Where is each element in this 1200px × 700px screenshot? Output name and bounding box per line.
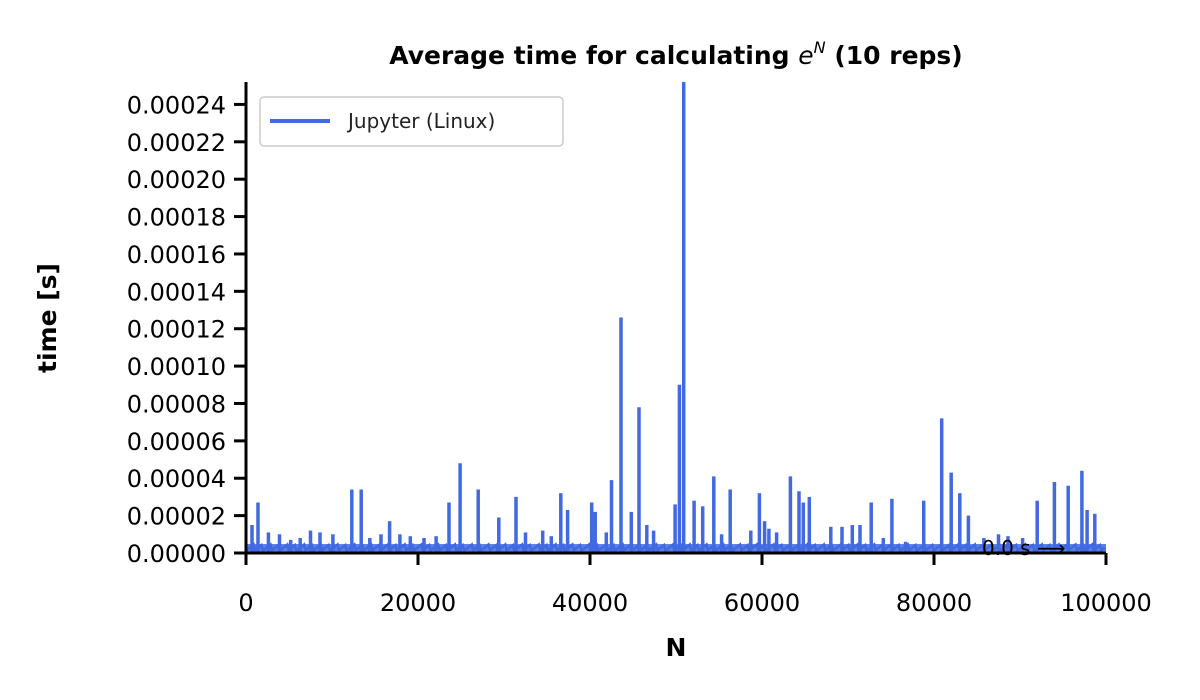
y-axis-label: time [s] xyxy=(33,263,62,373)
y-tick-label: 0.00018 xyxy=(127,204,226,232)
x-axis-label: N xyxy=(666,633,687,662)
legend-box xyxy=(259,96,564,147)
chart-title-suffix: (10 reps) xyxy=(826,41,963,70)
y-tick-label: 0.00000 xyxy=(127,540,226,568)
y-tick-label: 0.00004 xyxy=(127,465,226,493)
y-tick-label: 0.00010 xyxy=(127,353,226,381)
chart-title-math-base: e xyxy=(798,41,813,70)
y-tick-label: 0.00016 xyxy=(127,241,226,269)
chart-title: Average time for calculating eN (10 reps… xyxy=(389,38,962,70)
annotation-zero-line: 0.0 s ⟶ xyxy=(982,536,1066,560)
x-tick-label: 80000 xyxy=(896,589,972,617)
series-group xyxy=(245,82,1106,554)
legend: Jupyter (Linux) xyxy=(259,96,564,147)
x-tick-label: 0 xyxy=(238,589,253,617)
y-tick-label: 0.00006 xyxy=(127,428,226,456)
x-tick-label: 100000 xyxy=(1060,589,1152,617)
chart-title-prefix: Average time for calculating xyxy=(389,41,798,70)
chart-title-math-exp: N xyxy=(814,38,826,57)
y-tick-label: 0.00002 xyxy=(127,503,226,531)
legend-label-jupyter-linux: Jupyter (Linux) xyxy=(346,109,495,133)
x-tick-label: 60000 xyxy=(724,589,800,617)
x-tick-label: 20000 xyxy=(380,589,456,617)
axes-group: 0 20000 40000 60000 80000 100000 0.00000 0.0000… xyxy=(127,82,1152,617)
y-tick-label: 0.00020 xyxy=(127,166,226,194)
y-tick-label: 0.00008 xyxy=(127,390,226,418)
x-tick-label: 40000 xyxy=(552,589,628,617)
y-tick-label: 0.00024 xyxy=(127,91,226,119)
y-tick-label: 0.00014 xyxy=(127,278,226,306)
y-tick-label: 0.00012 xyxy=(127,316,226,344)
y-tick-label: 0.00022 xyxy=(127,129,226,157)
